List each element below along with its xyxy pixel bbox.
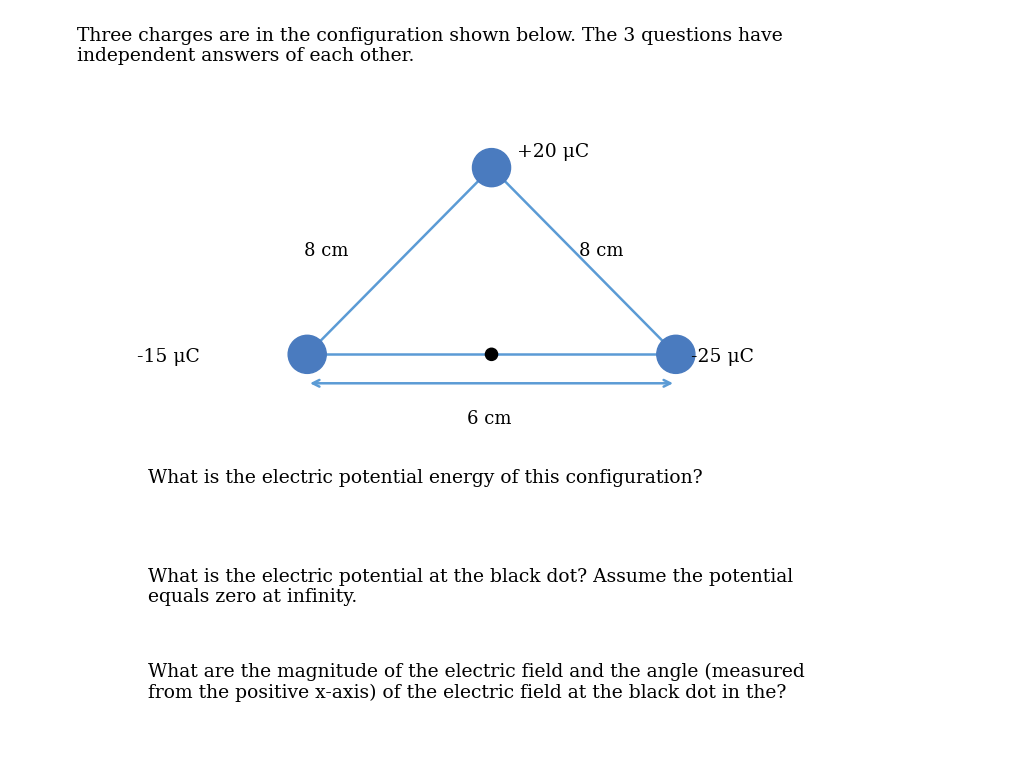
Ellipse shape: [656, 335, 695, 373]
Text: 8 cm: 8 cm: [304, 242, 348, 261]
Text: What are the magnitude of the electric field and the angle (measured
from the po: What are the magnitude of the electric f…: [148, 663, 805, 703]
Text: 8 cm: 8 cm: [579, 242, 623, 261]
Text: What is the electric potential at the black dot? Assume the potential
equals zer: What is the electric potential at the bl…: [148, 568, 794, 607]
Ellipse shape: [485, 348, 498, 360]
Text: Three charges are in the configuration shown below. The 3 questions have
indepen: Three charges are in the configuration s…: [77, 27, 782, 66]
Text: -15 μC: -15 μC: [137, 347, 200, 366]
Text: What is the electric potential energy of this configuration?: What is the electric potential energy of…: [148, 469, 703, 487]
Text: -25 μC: -25 μC: [691, 347, 755, 366]
Text: +20 μC: +20 μC: [517, 143, 590, 162]
Text: 6 cm: 6 cm: [467, 410, 512, 428]
Ellipse shape: [472, 149, 511, 187]
Ellipse shape: [288, 335, 327, 373]
